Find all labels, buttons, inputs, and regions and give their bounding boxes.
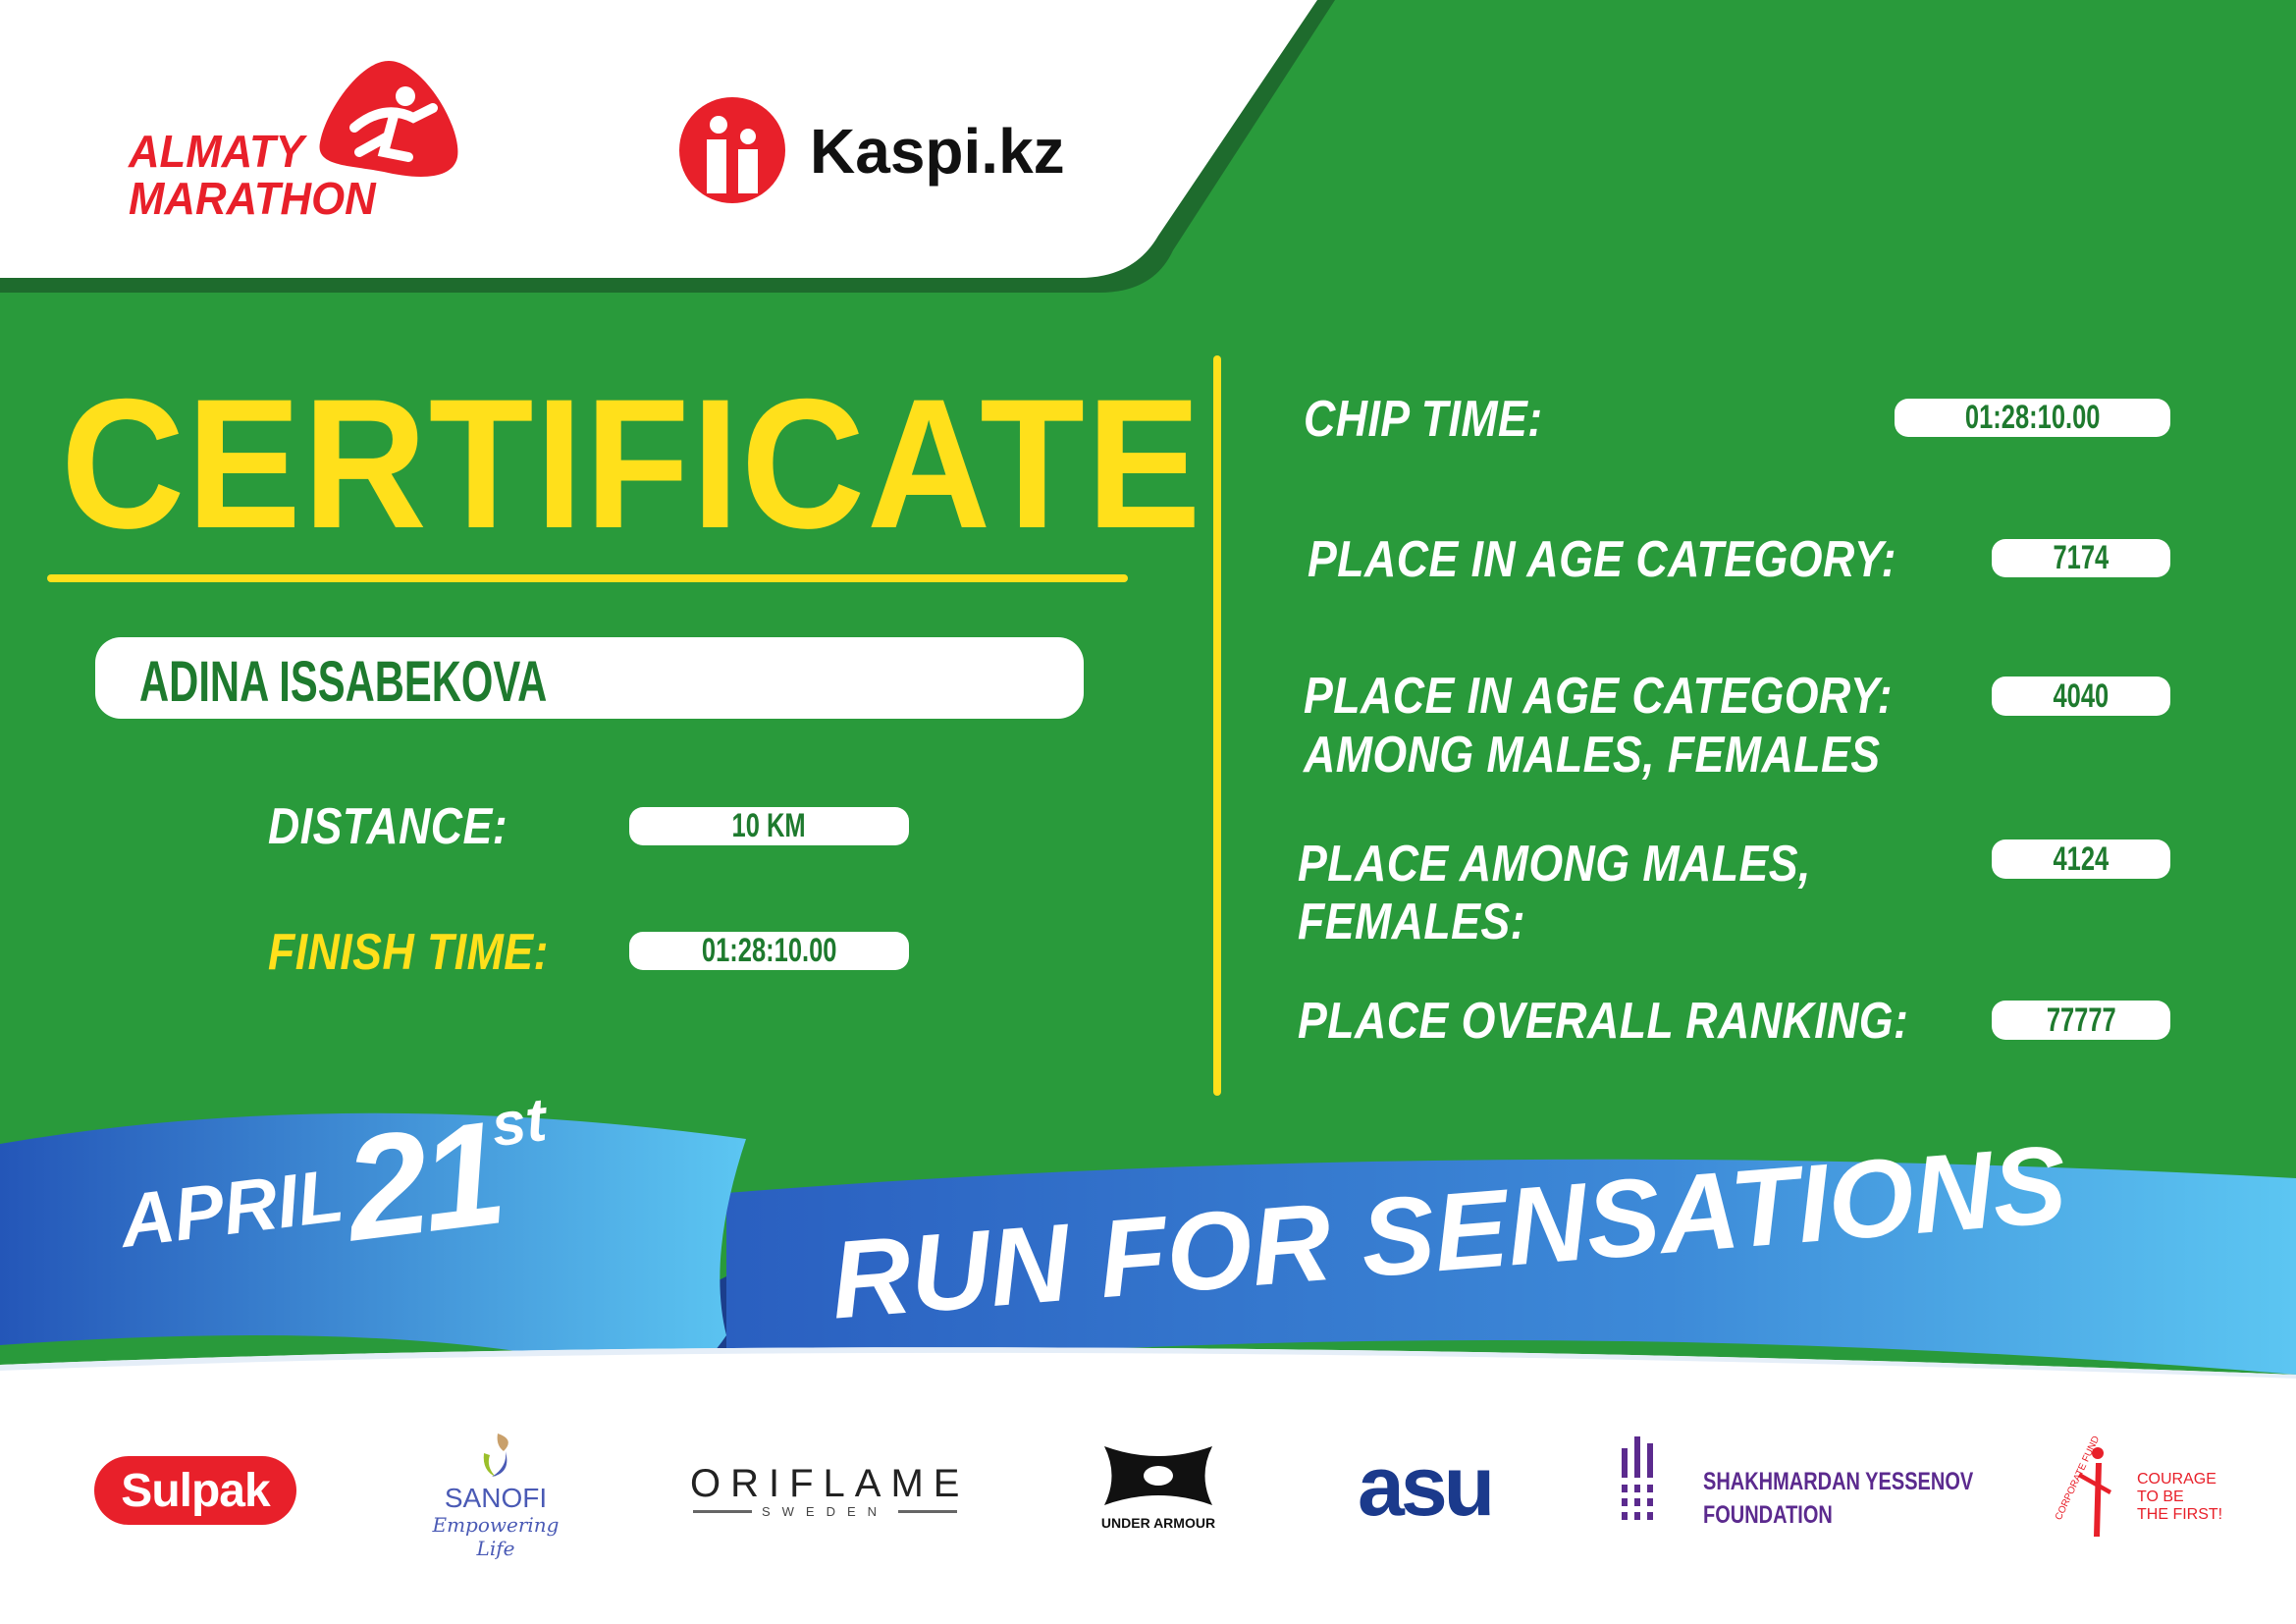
place-gender-label-line2: FEMALES: (1298, 893, 1525, 950)
partner-name: Sulpak (121, 1464, 270, 1517)
kaspi-people-icon (679, 97, 785, 203)
partner-courage-fund: CORPORATE FUND COURAGE TO BE THE FIRST! (2054, 1435, 2222, 1542)
partner-tagline: Empowering Life (432, 1513, 560, 1560)
partner-tagline-line: TO BE (2137, 1489, 2184, 1505)
sanofi-bird-icon (483, 1434, 508, 1477)
place-gender-value: 4124 (1992, 839, 2170, 879)
finish-time-label: FINISH TIME: (268, 924, 549, 981)
certificate-title: CERTIFICATE (61, 360, 1203, 567)
vertical-divider (1213, 355, 1221, 1096)
partner-sulpak: Sulpak (94, 1456, 296, 1525)
place-age-gender-value: 4040 (1992, 677, 2170, 716)
finish-time-value: 01:28:10.00 (629, 932, 909, 970)
overall-ranking-value: 77777 (1992, 1001, 2170, 1040)
title-underline (47, 574, 1128, 582)
place-age-category-value: 7174 (1992, 539, 2170, 577)
partner-oriflame: ORIFLAME SWEDEN (690, 1463, 960, 1519)
yessenov-bars-icon (1622, 1436, 1653, 1520)
partner-name: UNDER ARMOUR (1100, 1515, 1216, 1531)
participant-name: ADINA ISSABEKOVA (139, 650, 548, 714)
partner-yessenov-foundation: SHAKHMARDAN YESSENOV FOUNDATION (1620, 1434, 1973, 1529)
partner-tagline-line: THE FIRST! (2137, 1506, 2223, 1523)
logo-line1: ALMATY (129, 126, 304, 177)
partner-under-armour: UNDER ARMOUR (1075, 1441, 1242, 1531)
partner-name: SANOFI (444, 1483, 548, 1513)
under-armour-icon (1104, 1446, 1212, 1505)
partner-sanofi: SANOFI Empowering Life (417, 1432, 574, 1560)
kaspi-logo: Kaspi.kz (677, 95, 1070, 208)
header-panel (0, 0, 1335, 293)
runner-icon (319, 61, 458, 177)
place-age-gender-label-line2: AMONG MALES, FEMALES (1304, 727, 1881, 784)
place-gender-label-line1: PLACE AMONG MALES, (1298, 836, 1811, 893)
date-month: APRIL (115, 1153, 348, 1265)
distance-value: 10 KM (629, 807, 909, 845)
almaty-marathon-logo: ALMATY MARATHON (129, 59, 462, 231)
logo-line2: MARATHON (129, 173, 376, 224)
partner-name: ORIFLAME (690, 1462, 970, 1505)
kaspi-name: Kaspi.kz (810, 116, 1065, 187)
participant-name-field: ADINA ISSABEKOVA (95, 637, 1084, 719)
partner-tagline-line: COURAGE (2137, 1471, 2216, 1488)
chip-time-label: CHIP TIME: (1304, 391, 1543, 448)
date-day: 21 (336, 1089, 508, 1272)
partner-tagline: FOUNDATION (1703, 1501, 1833, 1529)
chip-time-value: 01:28:10.00 (1895, 399, 2170, 437)
partner-asu: asu (1358, 1439, 1495, 1534)
distance-label: DISTANCE: (268, 798, 508, 855)
place-age-category-label: PLACE IN AGE CATEGORY: (1308, 531, 1896, 588)
place-age-gender-label-line1: PLACE IN AGE CATEGORY: (1304, 668, 1893, 725)
overall-ranking-label: PLACE OVERALL RANKING: (1298, 993, 1909, 1050)
courage-runner-icon (2078, 1447, 2111, 1537)
partner-tagline: SWEDEN (761, 1504, 889, 1519)
date-suffix: st (488, 1086, 551, 1161)
partner-name: SHAKHMARDAN YESSENOV (1703, 1468, 1974, 1495)
